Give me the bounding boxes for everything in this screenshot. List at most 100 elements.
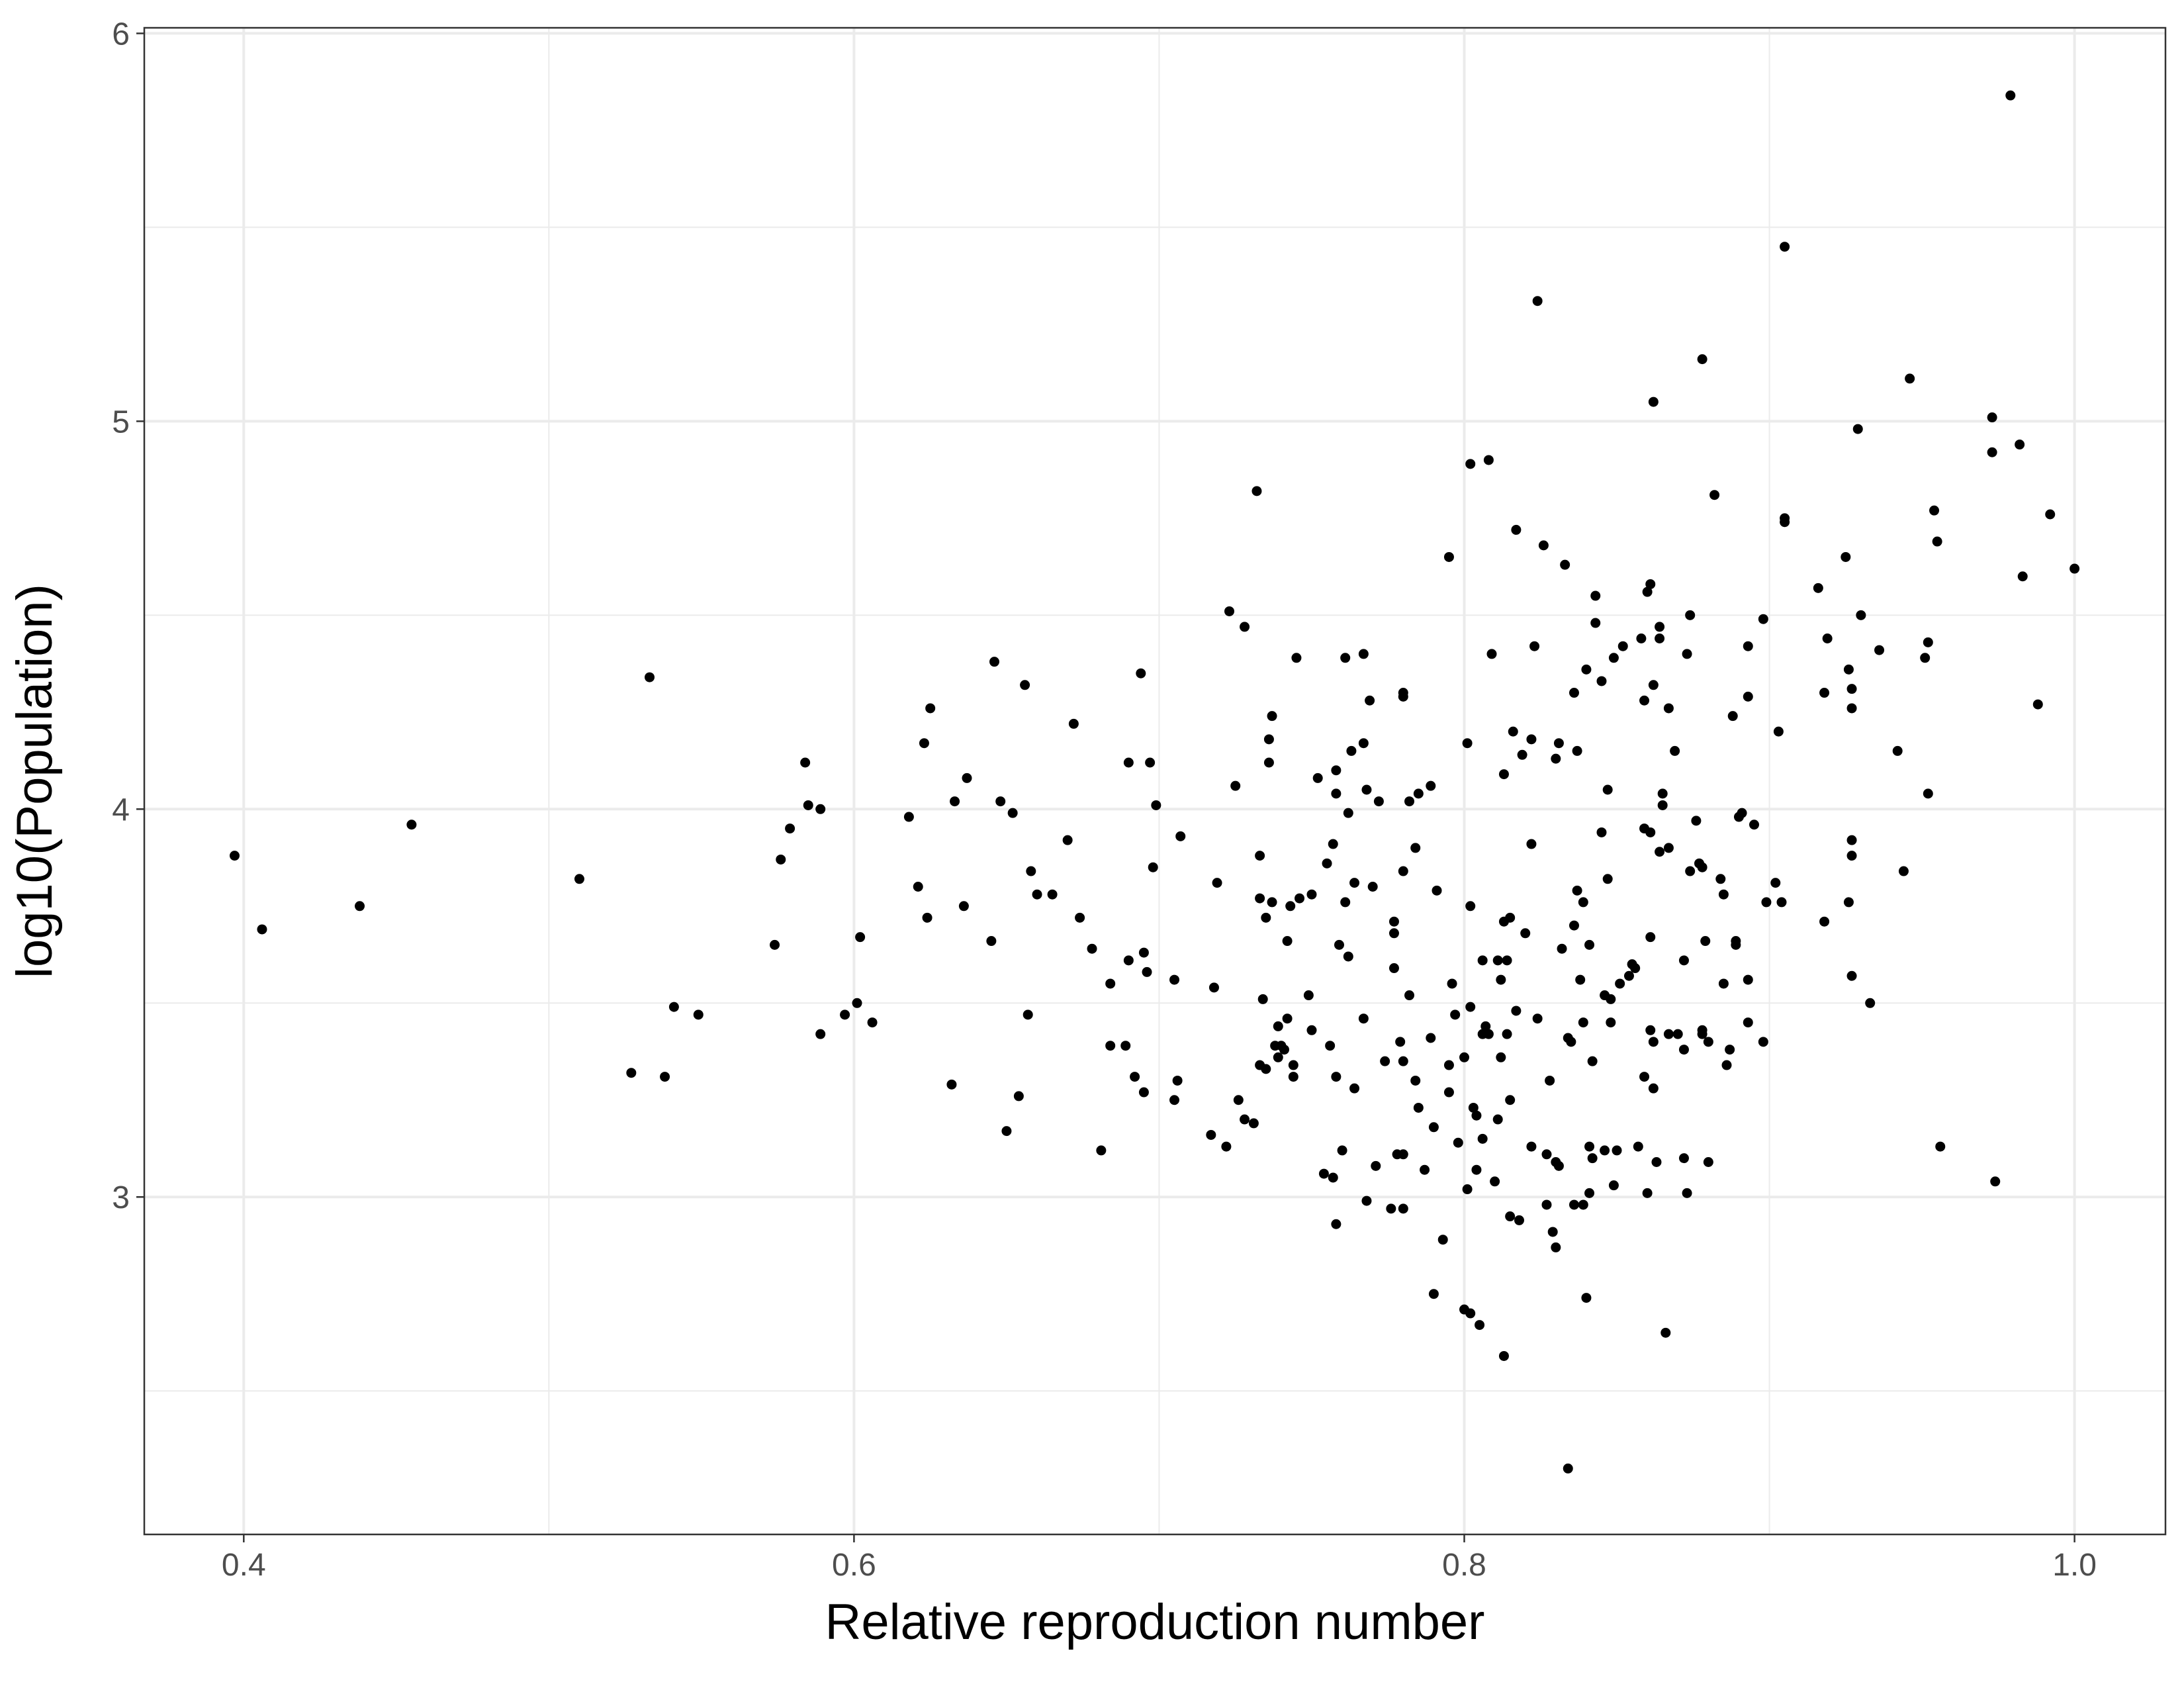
ticks: 0.4 0.6 0.8 1.0 3 4 5 6 (112, 17, 2097, 1583)
point (257, 924, 267, 935)
point (1443, 551, 1454, 562)
point (1349, 878, 1360, 888)
point (785, 823, 796, 834)
point (1462, 1184, 1473, 1195)
point (1047, 889, 1058, 900)
point (1578, 897, 1588, 908)
point (2005, 90, 2016, 101)
point (986, 936, 997, 947)
point (1358, 738, 1369, 749)
point (1892, 745, 1903, 756)
point (1648, 1037, 1659, 1047)
point (1337, 1145, 1347, 1156)
point (1413, 788, 1424, 799)
point (1532, 1013, 1543, 1024)
point (1428, 1122, 1439, 1133)
point (1331, 1219, 1342, 1229)
point (1261, 912, 1271, 923)
point (1685, 610, 1696, 620)
point (1655, 622, 1665, 632)
point (1138, 947, 1149, 958)
point (1846, 851, 1857, 861)
point (1639, 695, 1650, 706)
point (1404, 990, 1415, 1001)
point (1743, 974, 1753, 985)
point (2017, 571, 2028, 582)
point (1615, 978, 1625, 989)
point (1670, 745, 1680, 756)
point (1645, 827, 1656, 837)
point (1682, 649, 1692, 659)
point (1410, 1075, 1421, 1086)
point (1263, 757, 1274, 768)
point (1471, 1110, 1482, 1121)
point (1007, 808, 1018, 818)
point (1169, 1095, 1180, 1105)
point (855, 932, 866, 943)
point (1343, 951, 1353, 962)
point (1404, 796, 1415, 807)
point (1465, 901, 1476, 912)
point (626, 1068, 637, 1078)
point (1206, 1129, 1216, 1140)
point (903, 812, 914, 822)
point (1672, 1029, 1683, 1039)
point (1221, 1141, 1232, 1152)
point (1306, 1025, 1317, 1035)
point (1428, 1289, 1439, 1299)
point (1569, 688, 1579, 698)
point (925, 703, 936, 714)
point (1608, 1180, 1619, 1191)
point (1920, 653, 1931, 663)
point (1172, 1075, 1183, 1086)
point (1358, 1013, 1369, 1024)
point (1718, 889, 1729, 900)
point (1282, 936, 1293, 947)
point (1208, 982, 1219, 993)
point (1655, 847, 1665, 857)
point (1285, 901, 1296, 912)
point (1346, 745, 1357, 756)
point (1651, 1157, 1662, 1168)
point (1819, 688, 1830, 698)
point (1273, 1052, 1283, 1062)
point (815, 804, 826, 814)
point (1471, 1164, 1482, 1175)
point (1282, 1013, 1293, 1024)
point (1032, 889, 1042, 900)
point (1361, 1196, 1372, 1206)
point (1590, 590, 1601, 601)
point (1600, 1145, 1610, 1156)
y-tick-label: 4 (112, 792, 130, 827)
point (1026, 866, 1036, 876)
point (1288, 1072, 1298, 1082)
point (1923, 637, 1933, 647)
point (1770, 878, 1781, 888)
point (1623, 970, 1634, 981)
point (1483, 455, 1494, 465)
point (1483, 1029, 1494, 1039)
point (1541, 1149, 1552, 1160)
point (1505, 912, 1516, 923)
point (1761, 897, 1772, 908)
point (1511, 1006, 1522, 1016)
point (1240, 622, 1250, 632)
point (1780, 517, 1790, 528)
point (1587, 1056, 1598, 1066)
points (229, 90, 2080, 1474)
point (1721, 1060, 1732, 1070)
point (1727, 711, 1738, 722)
point (2032, 699, 2043, 710)
point (1990, 1176, 2001, 1187)
point (1432, 885, 1442, 896)
point (1380, 1056, 1390, 1066)
point (1566, 1037, 1576, 1047)
point (1822, 633, 1833, 643)
point (1697, 1029, 1707, 1039)
point (1492, 1114, 1503, 1125)
point (1505, 1095, 1516, 1105)
point (1257, 994, 1268, 1004)
point (1502, 1029, 1512, 1039)
point (1661, 1327, 1671, 1338)
point (1325, 1041, 1336, 1051)
